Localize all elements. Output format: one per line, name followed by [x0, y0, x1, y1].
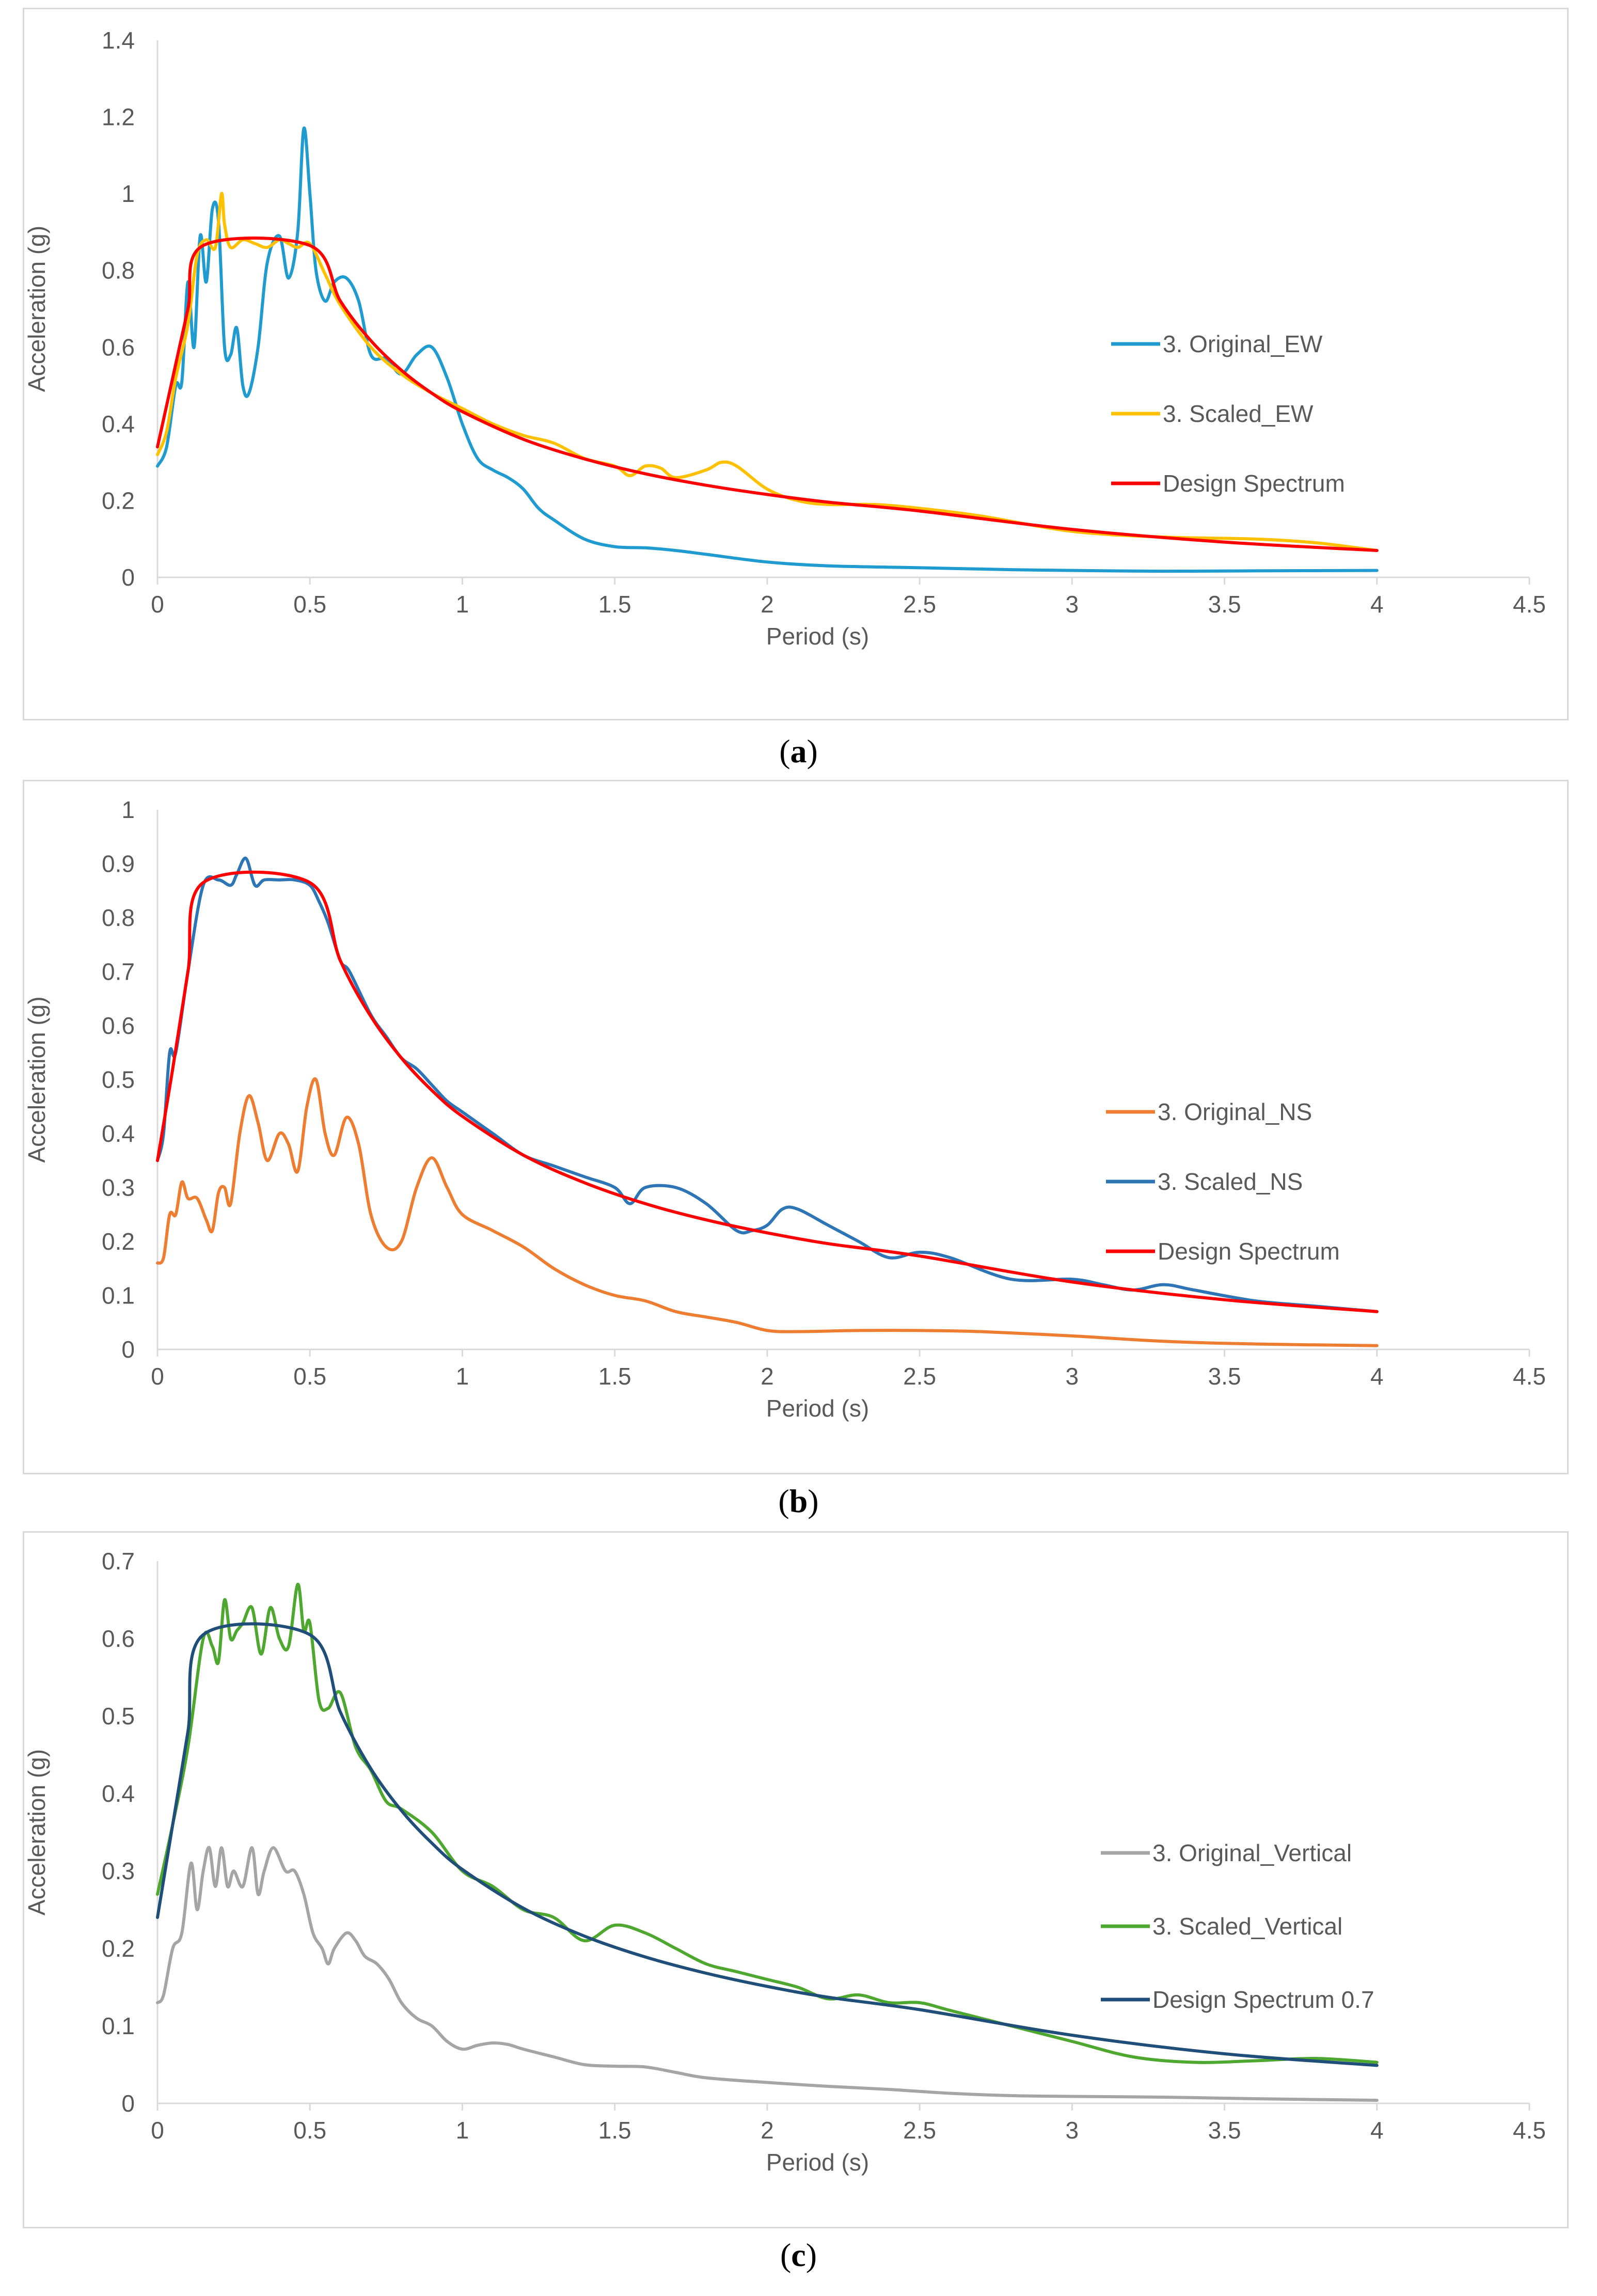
chart-panel-b: 0 0.5 1 1.5 2 2.5 3 3.5 4 4.5 0 0.1 0.2 0.3 0.4 0.5 0.6 0…: [23, 780, 1569, 1474]
chart-b-legend-label-3-original-ns: 3. Original_NS: [1158, 1098, 1312, 1125]
chart-c-legend-label-3-original-vertical: 3. Original_Vertical: [1152, 1839, 1352, 1866]
chart-c-x-tick-label: 3.5: [1208, 2117, 1241, 2144]
chart-a-y-tick-label: 0.2: [102, 487, 135, 514]
chart-c-x-tick-label: 2.5: [903, 2117, 936, 2144]
chart-b-series-design-spectrum: [156, 870, 1379, 1313]
chart-a-y-tick-label: 0.6: [102, 334, 135, 360]
chart-c-y-tick-label: 0.1: [102, 2012, 135, 2039]
chart-a-x-tick-label: 4.5: [1513, 591, 1546, 618]
chart-a-x-axis-label: Period (s): [766, 623, 869, 650]
chart-b-x-tick-label: 2.5: [903, 1363, 936, 1390]
chart-b-x-tick-label: 1.5: [598, 1363, 631, 1390]
chart-a-x-tick-label: 2: [761, 591, 774, 618]
chart-a-y-tick-label: 1: [121, 180, 135, 207]
chart-b-y-tick-label: 0.6: [102, 1012, 135, 1039]
chart-b-y-tick-label: 1: [121, 796, 135, 823]
chart-c-y-tick-label: 0.3: [102, 1858, 135, 1884]
chart-c-x-tick-label: 0.5: [293, 2117, 326, 2144]
chart-c-y-tick-label: 0.6: [102, 1625, 135, 1652]
caption-c: (c): [780, 2237, 817, 2273]
chart-c-x-tick-label: 2: [761, 2117, 774, 2144]
chart-c-x-axis-label: Period (s): [766, 2149, 869, 2176]
caption-c-letter: c: [791, 2237, 806, 2273]
chart-a-x-tick-label: 1: [456, 591, 469, 618]
chart-a-series-3-scaled-ew: [156, 192, 1379, 552]
chart-a-x-tick-label: 3.5: [1208, 591, 1241, 618]
chart-a-y-tick-label: 1.4: [102, 27, 135, 54]
chart-c-y-tick-label: 0: [121, 2090, 135, 2117]
chart-b-x-tick-label: 0: [151, 1363, 164, 1390]
chart-c-legend-label-3-scaled-vertical: 3. Scaled_Vertical: [1152, 1913, 1342, 1940]
chart-a-x-tick-label: 3: [1066, 591, 1079, 618]
chart-a-legend-label-3-original-ew: 3. Original_EW: [1163, 331, 1323, 357]
chart-b-x-tick-label: 4: [1370, 1363, 1384, 1390]
caption-a: (a): [779, 733, 818, 769]
chart-b-y-tick-label: 0.8: [102, 904, 135, 931]
chart-c-y-tick-label: 0.7: [102, 1548, 135, 1575]
chart-a-x-tick-label: 0.5: [293, 591, 326, 618]
chart-c-x-tick-label: 4: [1370, 2117, 1384, 2144]
caption-b-letter: b: [789, 1483, 808, 1519]
chart-c-y-tick-label: 0.4: [102, 1780, 135, 1807]
chart-b-y-tick-label: 0.4: [102, 1120, 135, 1147]
chart-c-x-tick-label: 0: [151, 2117, 164, 2144]
chart-c-y-tick-label: 0.5: [102, 1703, 135, 1729]
chart-c-svg: 0 0.5 1 1.5 2 2.5 3 3.5 4 4.5 0 0.1 0.2 0.3 0.4 0.5 0.6 0…: [24, 1548, 1546, 2176]
chart-b-x-tick-label: 0.5: [293, 1363, 326, 1390]
chart-a-y-tick-label: 1.2: [102, 104, 135, 131]
chart-a-svg: 0 0.5 1 1.5 2 2.5 3 3.5 4 4.5 0 0.2 0.4 0.6 0.8 1 1.2 1.4…: [24, 27, 1546, 650]
chart-a-y-tick-label: 0: [121, 564, 135, 591]
chart-b-y-tick-label: 0.9: [102, 851, 135, 877]
caption-b: (b): [778, 1483, 819, 1519]
chart-b-y-tick-label: 0: [121, 1336, 135, 1363]
chart-a-legend-label-3-scaled-ew: 3. Scaled_EW: [1163, 400, 1314, 427]
chart-c-y-tick-label: 0.2: [102, 1935, 135, 1962]
chart-c-series-3-original-vertical: [156, 1846, 1379, 2102]
chart-a-x-tick-label: 2.5: [903, 591, 936, 618]
chart-a-x-tick-label: 0: [151, 591, 164, 618]
chart-a-y-axis-label: Acceleration (g): [24, 226, 50, 392]
chart-b-y-tick-label: 0.3: [102, 1174, 135, 1201]
chart-b-svg: 0 0.5 1 1.5 2 2.5 3 3.5 4 4.5 0 0.1 0.2 0.3 0.4 0.5 0.6 0…: [24, 796, 1546, 1422]
chart-a-series-design-spectrum: [156, 237, 1379, 552]
chart-b-x-tick-label: 3.5: [1208, 1363, 1241, 1390]
chart-b-y-tick-label: 0.1: [102, 1282, 135, 1309]
chart-c-x-tick-label: 1.5: [598, 2117, 631, 2144]
chart-c-y-axis-label: Acceleration (g): [24, 1749, 50, 1915]
caption-a-letter: a: [790, 733, 807, 769]
chart-b-legend-label-3-scaled-ns: 3. Scaled_NS: [1158, 1168, 1303, 1195]
chart-c-series-design-spectrum-0-7: [156, 1622, 1379, 2067]
chart-a-x-tick-label: 1.5: [598, 591, 631, 618]
chart-b-legend-label-design-spectrum: Design Spectrum: [1158, 1238, 1340, 1265]
chart-b-series-3-scaled-ns: [156, 856, 1379, 1313]
chart-a-x-tick-label: 4: [1370, 591, 1384, 618]
chart-b-x-tick-label: 1: [456, 1363, 469, 1390]
chart-a-legend-label-design-spectrum: Design Spectrum: [1163, 470, 1345, 497]
chart-b-x-tick-label: 4.5: [1513, 1363, 1546, 1390]
chart-c-x-tick-label: 1: [456, 2117, 469, 2144]
chart-b-x-tick-label: 3: [1066, 1363, 1079, 1390]
chart-b-x-axis-label: Period (s): [766, 1395, 869, 1422]
chart-c-x-tick-label: 4.5: [1513, 2117, 1546, 2144]
chart-b-series-3-original-ns: [156, 1077, 1379, 1347]
chart-panel-a: 0 0.5 1 1.5 2 2.5 3 3.5 4 4.5 0 0.2 0.4 0.6 0.8 1 1.2 1.4…: [23, 8, 1569, 720]
chart-c-legend-label-design-spectrum-0-7: Design Spectrum 0.7: [1152, 1986, 1374, 2013]
chart-b-x-tick-label: 2: [761, 1363, 774, 1390]
chart-panel-c: 0 0.5 1 1.5 2 2.5 3 3.5 4 4.5 0 0.1 0.2 0.3 0.4 0.5 0.6 0…: [23, 1531, 1569, 2228]
chart-b-y-axis-label: Acceleration (g): [24, 996, 50, 1162]
chart-b-y-tick-label: 0.2: [102, 1228, 135, 1255]
chart-a-y-tick-label: 0.8: [102, 257, 135, 284]
chart-a-y-tick-label: 0.4: [102, 411, 135, 437]
chart-b-y-tick-label: 0.7: [102, 958, 135, 985]
chart-c-x-tick-label: 3: [1066, 2117, 1079, 2144]
chart-b-y-tick-label: 0.5: [102, 1066, 135, 1093]
